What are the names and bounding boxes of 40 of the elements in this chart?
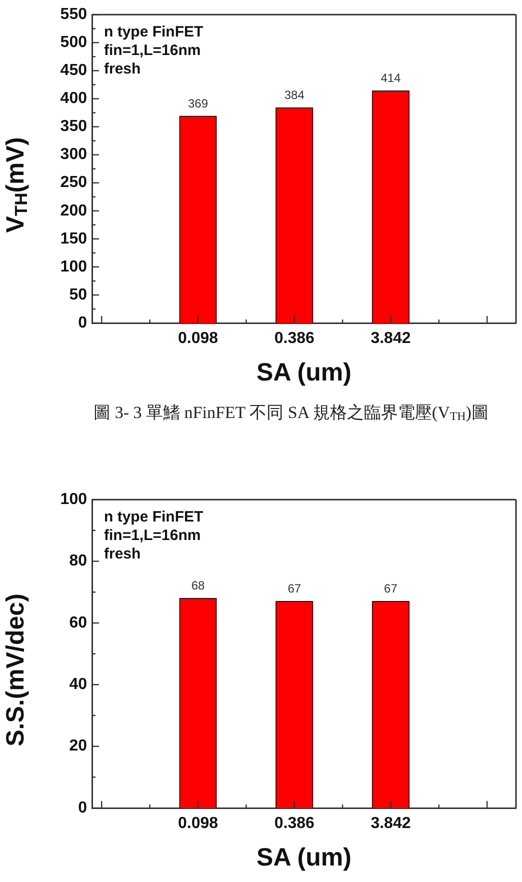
data-label: 414 xyxy=(380,71,402,86)
y-tick-label: 500 xyxy=(60,34,88,52)
y-tick-label: 0 xyxy=(78,799,88,816)
y-tick-label: 150 xyxy=(60,230,88,248)
data-label: 67 xyxy=(384,582,398,596)
y-tick-label: 40 xyxy=(69,676,88,694)
y-tick-label: 100 xyxy=(60,258,88,276)
annotation: fin=1,L=16nm xyxy=(104,527,201,544)
y-axis-title: S.S.(mV/dec) xyxy=(2,594,30,746)
annotation: fresh xyxy=(104,546,141,563)
y-tick-label: 0 xyxy=(78,314,88,332)
y-tick-label: 100 xyxy=(60,491,88,508)
x-tick-label: 0.386 xyxy=(274,330,314,348)
y-tick-label: 350 xyxy=(60,118,88,136)
annotation: n type FinFET xyxy=(104,24,204,41)
y-tick-label: 50 xyxy=(69,286,88,304)
y-tick-label: 80 xyxy=(69,552,88,570)
y-tick-label: 450 xyxy=(60,62,88,80)
y-tick-label: 300 xyxy=(60,146,88,164)
y-tick-label: 250 xyxy=(60,174,88,192)
annotation: fresh xyxy=(104,60,141,78)
y-tick-label: 20 xyxy=(69,738,88,755)
x-tick-label: 0.386 xyxy=(274,815,314,832)
annotation: n type FinFET xyxy=(104,508,204,526)
data-label: 68 xyxy=(191,578,205,593)
y-tick-label: 60 xyxy=(69,614,88,632)
x-axis-title: SA (um) xyxy=(256,844,352,872)
y-tick-label: 550 xyxy=(60,6,88,24)
x-axis-title: SA (um) xyxy=(256,358,352,388)
data-label: 369 xyxy=(188,96,208,110)
x-tick-label: 3.842 xyxy=(370,815,411,832)
y-tick-label: 200 xyxy=(60,202,88,220)
data-label: 384 xyxy=(284,88,305,102)
x-tick-label: 0.098 xyxy=(178,815,218,832)
x-tick-label: 0.098 xyxy=(178,330,218,348)
y-tick-label: 400 xyxy=(60,90,88,108)
annotation: fin=1,L=16nm xyxy=(104,42,201,60)
data-label: 67 xyxy=(288,582,302,596)
x-tick-label: 3.842 xyxy=(370,330,411,348)
caption: 圖 3- 3 單鰭 nFinFET 不同 SA 規格之臨界電壓(V$_{TH}$)圖 xyxy=(94,402,488,424)
